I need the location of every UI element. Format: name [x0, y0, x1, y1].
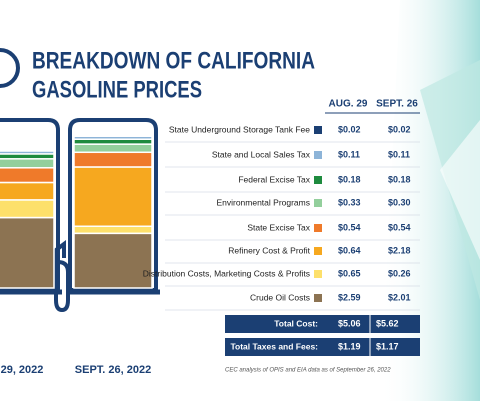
- title-line: GASOLINE PRICES: [32, 76, 202, 103]
- total-value: $5.62: [376, 318, 399, 328]
- legend-swatch: [314, 270, 322, 278]
- bar-segment: [73, 143, 153, 154]
- category-label: 29, 2022: [1, 364, 44, 376]
- value-label: $2.01: [388, 292, 411, 302]
- bar-segment: [73, 225, 153, 235]
- pump-nozzle: [54, 240, 70, 313]
- value-label: $0.18: [388, 174, 411, 184]
- bar-segment: [73, 232, 153, 289]
- legend-swatch: [314, 294, 322, 302]
- legend-label: Environmental Programs: [216, 197, 310, 207]
- value-label: $0.33: [338, 197, 361, 207]
- total-value: $5.06: [338, 318, 361, 328]
- category-label: SEPT. 26, 2022: [75, 364, 151, 376]
- bar-segment: [73, 166, 153, 228]
- bar-segment: [0, 216, 55, 289]
- bar-segment: [73, 134, 153, 137]
- value-label: $0.02: [338, 124, 361, 134]
- legend-label: State Excise Tax: [247, 222, 310, 232]
- background-shape: [440, 120, 480, 260]
- total-value: $1.17: [376, 341, 399, 351]
- logo-icon: [0, 48, 20, 88]
- value-label: $0.54: [338, 222, 361, 232]
- legend-label: State and Local Sales Tax: [212, 149, 311, 159]
- total-band: [225, 315, 420, 333]
- pump-outline: [0, 118, 60, 292]
- total-label: Total Cost:: [274, 318, 318, 328]
- legend-label: Distribution Costs, Marketing Costs & Pr…: [143, 268, 310, 278]
- legend-swatch: [314, 126, 322, 134]
- value-label: $0.02: [388, 124, 411, 134]
- legend-swatch: [314, 151, 322, 159]
- footnote: CEC analysis of OPIS and EIA data as of …: [225, 368, 391, 374]
- total-band: [225, 338, 420, 356]
- value-label: $2.59: [338, 292, 361, 302]
- legend-swatch: [314, 176, 322, 184]
- value-label: $0.64: [338, 245, 361, 255]
- bar-segment: [0, 149, 55, 152]
- total-value: $1.19: [338, 341, 361, 351]
- bar-segment: [0, 167, 55, 184]
- legend-swatch: [314, 247, 322, 255]
- column-header: AUG. 29: [329, 99, 368, 110]
- value-label: $0.11: [338, 149, 360, 159]
- value-label: $0.26: [388, 268, 411, 278]
- bar-segment: [0, 199, 55, 219]
- bar-segment: [73, 151, 153, 168]
- bar-segment: [0, 158, 55, 169]
- total-label: Total Taxes and Fees:: [230, 341, 318, 351]
- value-label: $0.54: [388, 222, 411, 232]
- value-label: $0.11: [388, 149, 410, 159]
- value-label: $0.18: [338, 174, 361, 184]
- legend-label: Crude Oil Costs: [250, 292, 310, 302]
- value-label: $2.18: [388, 245, 411, 255]
- column-header: SEPT. 26: [376, 99, 418, 110]
- title-line: BREAKDOWN OF CALIFORNIA: [32, 47, 315, 74]
- bar-segment: [0, 181, 55, 201]
- value-label: $0.65: [338, 268, 361, 278]
- pump-outline: [68, 118, 158, 292]
- legend-label: Refinery Cost & Profit: [228, 245, 310, 255]
- value-label: $0.30: [388, 197, 411, 207]
- legend-label: State Underground Storage Tank Fee: [169, 124, 310, 134]
- legend-swatch: [314, 199, 322, 207]
- legend-swatch: [314, 224, 322, 232]
- legend-label: Federal Excise Tax: [238, 174, 310, 184]
